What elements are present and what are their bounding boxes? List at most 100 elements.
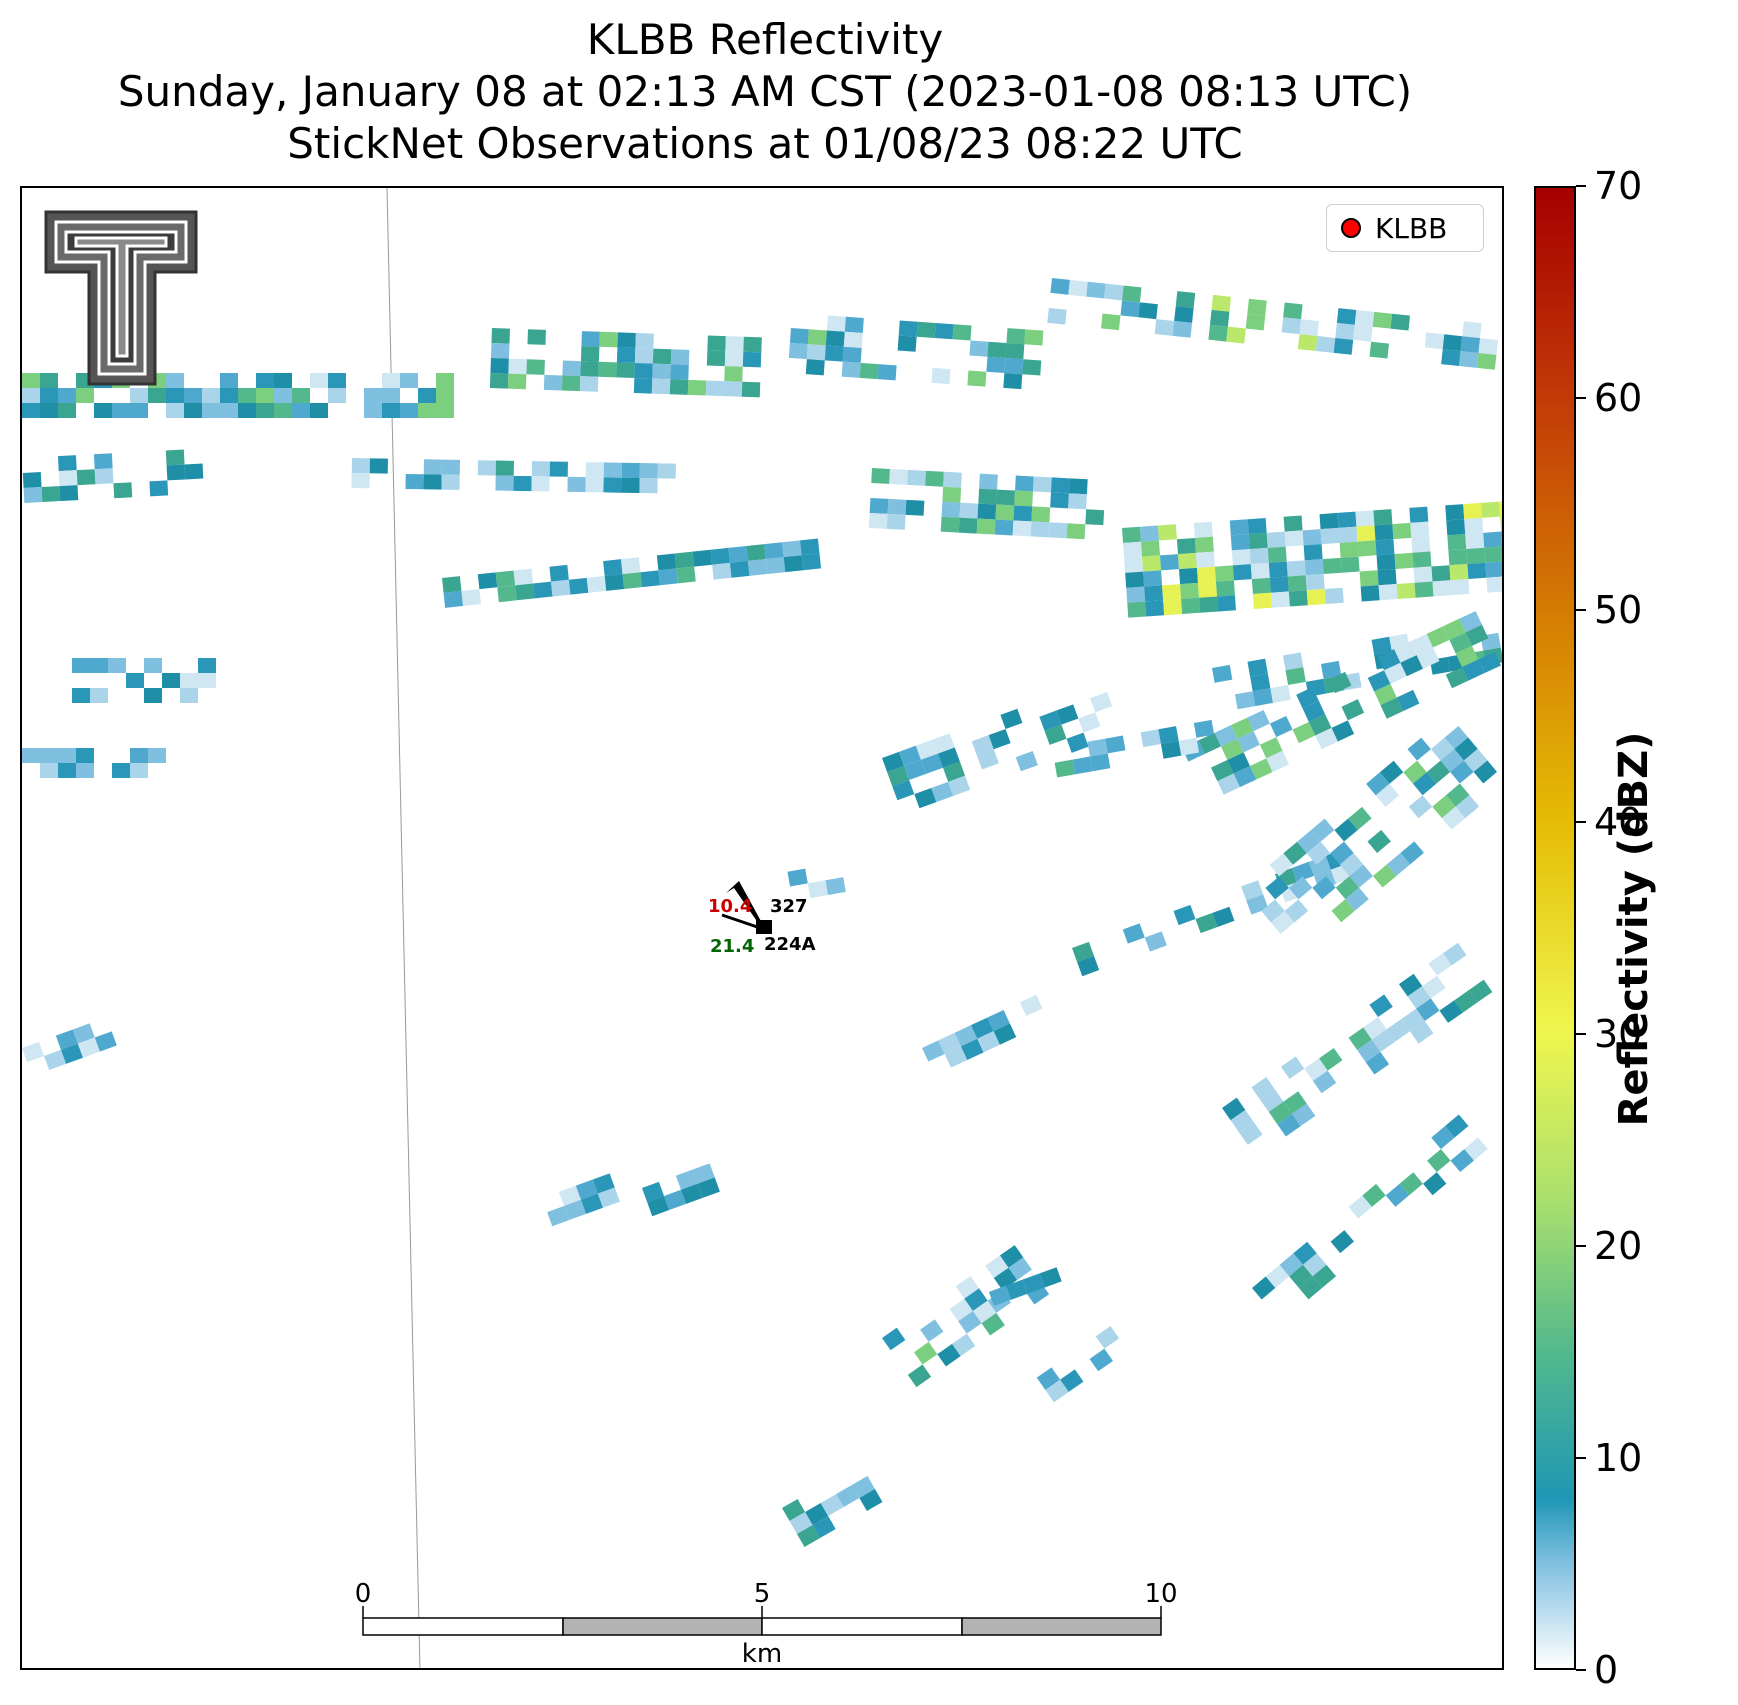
radar-gate: [621, 462, 640, 479]
radar-gate: [836, 1484, 860, 1507]
radar-gate: [1367, 670, 1391, 692]
sticknet-station: 10.4 327 21.4 224A: [708, 881, 816, 957]
radar-gate: [680, 1183, 704, 1204]
radar-gate: [1463, 748, 1488, 772]
radar-gate: [1008, 1257, 1032, 1280]
radar-gate: [976, 518, 996, 535]
radar-gate: [364, 403, 382, 418]
radar-gate: [1409, 506, 1429, 523]
radar-gate: [1447, 534, 1467, 551]
radar-gate: [310, 373, 328, 388]
radar-gate: [93, 453, 113, 470]
radar-gate: [915, 739, 938, 760]
radar-gate: [979, 473, 998, 490]
radar-gate: [585, 477, 604, 493]
radar-gate: [1386, 852, 1411, 876]
radar-gate: [1369, 341, 1389, 359]
radar-gate: [1407, 986, 1431, 1009]
radar-gate: [1143, 570, 1163, 587]
radar-gate: [1181, 597, 1201, 615]
radar-gate: [1443, 618, 1466, 640]
radar-gate: [1302, 700, 1326, 722]
radar-gate: [1265, 876, 1289, 900]
radar-gate: [988, 729, 1011, 750]
radar-gate: [1440, 748, 1464, 773]
radar-gate: [995, 504, 1015, 521]
radar-gate: [746, 544, 766, 561]
radar-gate: [892, 780, 915, 801]
radar-gate: [1296, 687, 1319, 709]
radar-gate: [1357, 1039, 1381, 1063]
radar-gate: [707, 335, 726, 352]
radar-gate: [1371, 636, 1392, 655]
radar-gate: [592, 1173, 615, 1194]
radar-gate: [725, 336, 744, 352]
radar-gate: [1449, 563, 1469, 581]
radar-gate: [1445, 504, 1465, 521]
reflectivity-echo: [442, 538, 822, 608]
radar-gate: [1464, 517, 1484, 535]
radar-gate: [1193, 719, 1215, 738]
radar-gate: [952, 1333, 976, 1357]
radar-gate: [40, 388, 58, 403]
radar-gate: [1412, 772, 1437, 796]
reflectivity-echo: [1054, 719, 1215, 778]
radar-gate: [328, 388, 346, 403]
radar-gate: [1432, 795, 1456, 819]
radar-gate: [886, 513, 906, 530]
radar-gate: [1005, 343, 1025, 360]
radar-gate: [724, 366, 743, 382]
radar-gate: [1310, 818, 1335, 842]
radar-gate: [1443, 942, 1467, 966]
radar-gate: [789, 1511, 813, 1534]
radar-gate: [1173, 904, 1196, 926]
radar-gate: [1196, 566, 1216, 583]
radar-gate: [1386, 1019, 1411, 1042]
radar-gate: [1328, 671, 1352, 694]
radar-gate: [1427, 1149, 1451, 1173]
radar-gate: [22, 388, 40, 403]
radar-gate: [148, 388, 166, 403]
radar-gate: [90, 688, 108, 703]
radar-gate: [1086, 281, 1106, 299]
radar-gate: [993, 1267, 1018, 1291]
map-legend: KLBB: [1326, 204, 1484, 252]
colorbar-tick-mark: [1576, 609, 1586, 611]
radar-gate: [1251, 577, 1271, 595]
radar-gate: [1467, 562, 1487, 579]
radar-gate: [1227, 752, 1250, 774]
radar-gate: [180, 688, 198, 703]
radar-gate: [292, 388, 310, 403]
radar-gate: [1339, 853, 1364, 877]
radar-gate: [1095, 1326, 1120, 1349]
radar-gate: [1003, 372, 1023, 390]
radar-gate: [996, 489, 1016, 506]
radar-gate: [1066, 523, 1086, 540]
radar-gate: [932, 733, 955, 754]
radar-gate: [292, 403, 310, 418]
radar-gate: [1140, 729, 1161, 748]
radar-gate: [1374, 524, 1394, 541]
radar-gate: [1124, 556, 1144, 573]
radar-gate: [58, 470, 78, 487]
colorbar-tick-label: 20: [1594, 1224, 1643, 1268]
radar-gate: [1000, 708, 1023, 730]
radar-gate: [1413, 566, 1433, 583]
radar-gate: [692, 1163, 715, 1184]
radar-gate: [1217, 773, 1240, 795]
radar-gate: [1122, 923, 1145, 944]
radar-gate: [477, 460, 496, 476]
radar-gate: [1319, 512, 1339, 530]
radar-gate: [1195, 551, 1215, 568]
radar-gate: [1465, 532, 1485, 550]
colorbar-tick-mark: [1576, 1245, 1586, 1247]
radar-gate: [920, 753, 944, 774]
radar-gate: [1431, 565, 1451, 582]
radar-gate: [436, 403, 454, 418]
colorbar-tick-mark: [1576, 185, 1586, 187]
radar-gate: [1466, 547, 1486, 564]
radar-gate: [1366, 772, 1390, 796]
radar-gate: [1198, 732, 1221, 754]
radar-gate: [1412, 551, 1432, 568]
radar-gate: [1359, 570, 1379, 587]
